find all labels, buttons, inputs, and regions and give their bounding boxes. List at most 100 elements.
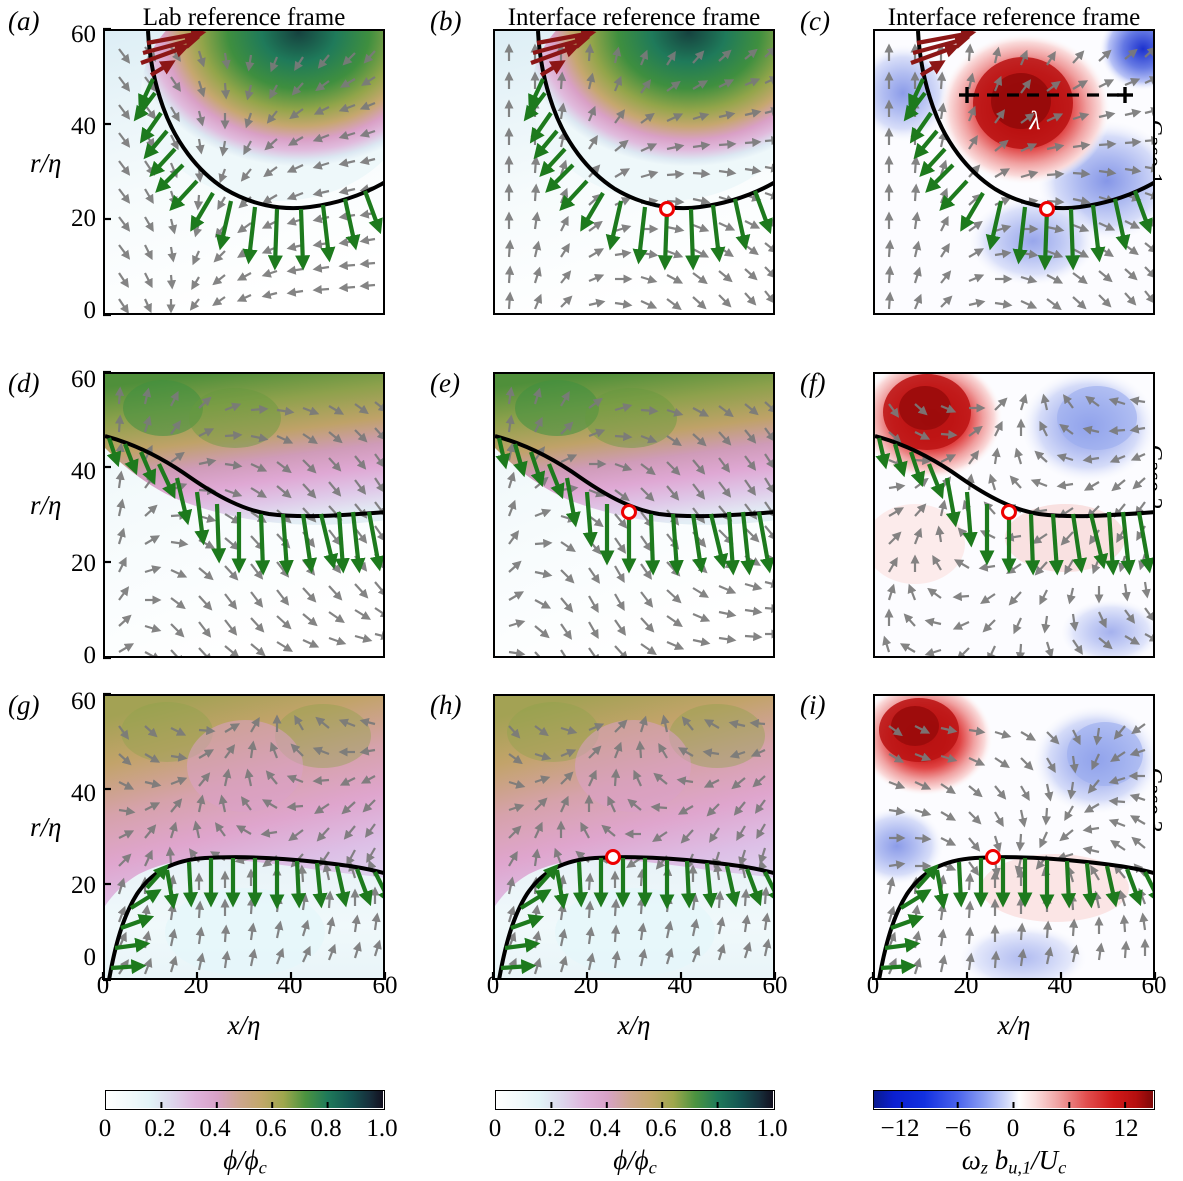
plot-canvas-e (495, 374, 773, 656)
colorbar-phi-left[interactable] (105, 1090, 385, 1110)
cbtick-phi-left-06: 0.6 (255, 1115, 287, 1142)
entrainment-vectors-e (495, 437, 773, 576)
plot-panel-e[interactable] (493, 372, 775, 658)
panel-label-f: (f) (800, 368, 826, 398)
colorbar-title-vorticity-u: /U (1031, 1145, 1059, 1175)
colorbar-phi-left-gradient (106, 1091, 383, 1108)
plot-canvas-h (495, 696, 773, 978)
panel-label-a: (a) (8, 6, 40, 36)
plot-panel-i[interactable] (873, 694, 1155, 980)
colorbar-title-phi-middle-text: ϕ/ϕ (613, 1145, 649, 1175)
entrainment-vectors-c (903, 78, 1153, 271)
entrainment-vectors-f (875, 437, 1153, 576)
x-axis-title-col1: x/η (227, 1010, 261, 1040)
colorbar-title-phi-middle: ϕ/ϕc (495, 1145, 775, 1179)
colorbar-phi-middle[interactable] (495, 1090, 775, 1110)
velocity-vectors-e (505, 386, 773, 656)
ytick-row1-60: 60 (71, 21, 96, 48)
velocity-vectors-f (882, 393, 1153, 656)
entrainment-vectors-i (880, 858, 1153, 975)
velocity-vectors-h (506, 714, 772, 975)
colorbar-title-vorticity-u-sub: c (1058, 1157, 1067, 1178)
interface-point-marker-h (605, 849, 621, 865)
plot-canvas-b (495, 31, 773, 313)
cbtick-vort-6: 6 (1062, 1115, 1076, 1142)
column-title-interface-frame-b: Interface reference frame (507, 4, 761, 31)
cbtick-vort-m12: −12 (880, 1115, 920, 1142)
colorbar-phi-middle-gradient (496, 1091, 773, 1108)
interface-line-h (497, 855, 773, 978)
cbtick-phi-mid-10: 1.0 (756, 1115, 788, 1142)
entrained-fluid-vectors-b (530, 31, 597, 77)
plot-canvas-i (875, 696, 1153, 978)
interface-point-marker-b (659, 201, 675, 217)
plot-panel-g[interactable] (103, 694, 385, 980)
interface-line-i (877, 855, 1153, 978)
plot-panel-b[interactable] (493, 29, 775, 315)
plot-canvas-d (105, 374, 383, 656)
y-axis-title-row1: r/η (30, 148, 62, 178)
velocity-vectors-c (884, 43, 1153, 311)
plot-panel-h[interactable] (493, 694, 775, 980)
interface-point-marker-e (621, 504, 637, 520)
interface-line-c (916, 31, 1153, 211)
colorbar-vorticity[interactable] (873, 1090, 1155, 1110)
colorbar-title-vorticity-omega-sub: z (980, 1157, 988, 1178)
cbtick-phi-left-02: 0.2 (144, 1115, 176, 1142)
colorbar-title-phi-left-sub: c (258, 1157, 267, 1178)
lambda-label: λ (1028, 106, 1040, 135)
plot-canvas-a (105, 31, 383, 313)
plot-canvas-g (105, 696, 383, 978)
entrained-fluid-vectors-c (910, 31, 977, 77)
cbtick-vort-12: 12 (1113, 1115, 1139, 1142)
ytick-row2-40: 40 (71, 458, 96, 485)
plot-panel-d[interactable] (103, 372, 385, 658)
colorbar-title-phi-middle-sub: c (648, 1157, 657, 1178)
ytick-row1-40: 40 (71, 113, 96, 140)
cbtick-vort-0: 0 (1006, 1115, 1020, 1142)
cbtick-phi-mid-04: 0.4 (589, 1115, 621, 1142)
cbtick-phi-mid-08: 0.8 (700, 1115, 732, 1142)
plot-canvas-f (875, 374, 1153, 656)
panel-label-g: (g) (8, 690, 40, 720)
ytick-row3-40: 40 (71, 780, 96, 807)
colorbar-title-vorticity-b-sub: u,1 (1008, 1157, 1032, 1178)
ytick-row3-60: 60 (71, 688, 96, 715)
plot-canvas-c: λ (875, 31, 1153, 313)
ytick-row1-20: 20 (71, 205, 96, 232)
cbtick-phi-left-04: 0.4 (199, 1115, 231, 1142)
colorbar-title-phi-left: ϕ/ϕc (105, 1145, 385, 1179)
plot-panel-a[interactable] (103, 29, 385, 315)
panel-label-e: (e) (430, 368, 460, 398)
panel-label-d: (d) (8, 368, 40, 398)
cbtick-phi-left-10: 1.0 (366, 1115, 398, 1142)
entrainment-vectors-h (500, 858, 773, 975)
lambda-scale-annotation (959, 87, 1133, 103)
velocity-vectors-i (886, 723, 1150, 975)
entrainment-vectors-g (110, 858, 383, 975)
plot-panel-f[interactable] (873, 372, 1155, 658)
colorbar-title-vorticity-omega: ω (961, 1145, 981, 1175)
column-title-interface-frame-c: Interface reference frame (887, 4, 1141, 31)
panel-label-h: (h) (430, 690, 462, 720)
entrainment-vectors-a (133, 78, 383, 271)
interface-point-marker-c (1039, 201, 1055, 217)
cbtick-phi-mid-06: 0.6 (645, 1115, 677, 1142)
panel-label-i: (i) (800, 690, 826, 720)
cbtick-phi-mid-02: 0.2 (534, 1115, 566, 1142)
entrainment-vectors-d (106, 437, 383, 576)
ytick-row3-0: 0 (83, 944, 97, 971)
panel-label-c: (c) (800, 6, 830, 36)
cbtick-vort-m6: −6 (944, 1115, 972, 1142)
plot-panel-c[interactable]: λ (873, 29, 1155, 315)
entrainment-vectors-b (523, 78, 773, 271)
y-axis-title-row2: r/η (30, 490, 62, 520)
cbtick-phi-left-0: 0 (98, 1115, 112, 1142)
interface-line-g (107, 855, 383, 978)
panel-label-b: (b) (430, 6, 462, 36)
interface-line-a (146, 31, 383, 211)
cbtick-phi-mid-0: 0 (488, 1115, 502, 1142)
column-title-lab-frame: Lab reference frame (142, 4, 346, 31)
y-axis-title-row3: r/η (30, 812, 62, 842)
